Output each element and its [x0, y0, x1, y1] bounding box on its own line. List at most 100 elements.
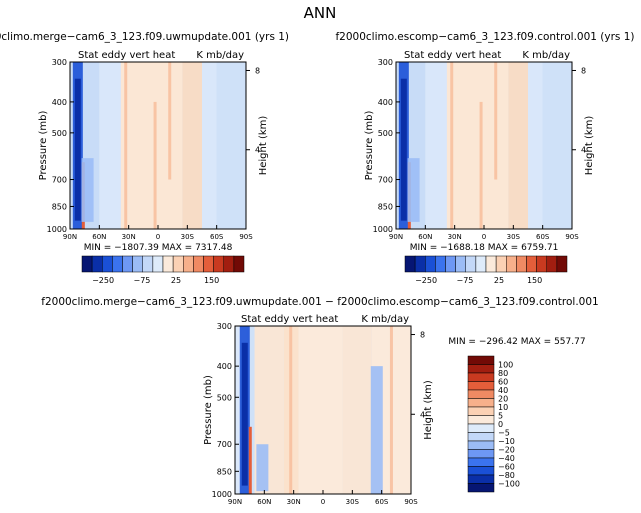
colorbar-tick-label: −10 [498, 437, 515, 446]
panel-subtitle-left: Stat eddy vert heat [78, 50, 175, 61]
y-right-tick-label: 8 [581, 66, 586, 75]
colorbar-swatch [506, 255, 517, 273]
colorbar-swatch [467, 364, 495, 374]
colorbar-swatch [467, 466, 495, 476]
y-tick-label: 500 [378, 129, 393, 138]
colorbar-swatch [414, 255, 426, 273]
field-feature [289, 326, 293, 494]
y-tick-label: 1000 [212, 490, 232, 499]
colorbar-swatch [467, 483, 495, 493]
colorbar-swatch [233, 255, 245, 273]
field-band [99, 62, 121, 229]
x-tick-label: 60S [375, 498, 389, 506]
y-tick-label: 300 [52, 58, 67, 67]
colorbar-tick-label: 25 [494, 276, 504, 285]
colorbar-swatch [81, 255, 93, 273]
colorbar-tick-label: −80 [498, 471, 515, 480]
colorbar-swatch [435, 255, 446, 273]
x-tick-label: 60N [418, 233, 432, 241]
x-tick-label: 90N [389, 233, 403, 241]
field-band [342, 326, 372, 494]
colorbar-swatch [467, 457, 495, 467]
colorbar-tick-label: −100 [498, 480, 520, 489]
colorbar-swatch [546, 255, 558, 273]
y-right-tick-label: 8 [255, 66, 260, 75]
panel-subtitle-left: Stat eddy vert heat [241, 314, 338, 325]
colorbar-swatch [516, 255, 527, 273]
colorbar-tick-label: 150 [204, 276, 219, 285]
colorbar-swatch [467, 449, 495, 459]
field-feature [370, 366, 383, 494]
colorbar-swatch [213, 255, 224, 273]
panel-2: f2000climo.escomp−cam6_3_123.f09.control… [335, 31, 634, 285]
plot-area [70, 62, 246, 229]
field-band [446, 62, 509, 229]
field-band [120, 62, 183, 229]
min-max-label: MIN = −1688.18 MAX = 6759.71 [410, 243, 559, 253]
field-feature [124, 62, 128, 229]
field-feature [494, 62, 498, 180]
colorbar-swatch [132, 255, 143, 273]
field-feature-core [74, 78, 81, 221]
colorbar-tick-label: 40 [498, 386, 508, 395]
y-right-tick-label: 4 [420, 410, 425, 419]
panel-title: f2000climo.merge−cam6_3_123.f09.uwmupdat… [41, 296, 598, 308]
field-band [528, 62, 543, 229]
y-tick-label: 300 [378, 58, 393, 67]
y-right-tick-label: 8 [420, 331, 425, 340]
y-tick-label: 1000 [373, 225, 393, 234]
colorbar-swatch [536, 255, 547, 273]
y-tick-label: 700 [217, 440, 232, 449]
colorbar-swatch [526, 255, 537, 273]
panel-subtitle-right: K mb/day [361, 314, 409, 325]
colorbar-tick-label: 60 [498, 378, 508, 387]
y-right-tick-label: 4 [581, 146, 586, 155]
x-tick-label: 60N [257, 498, 271, 506]
panel-1: f2000climo.merge−cam6_3_123.f09.uwmupdat… [0, 31, 289, 285]
y-axis-label: Pressure (mb) [364, 111, 375, 181]
colorbar-swatch [467, 474, 495, 484]
panel-3: f2000climo.merge−cam6_3_123.f09.uwmupdat… [41, 296, 598, 506]
min-max-label: MIN = −296.42 MAX = 557.77 [448, 337, 585, 347]
colorbar-swatch [465, 255, 477, 273]
field-feature [389, 326, 393, 494]
colorbar-swatch [102, 255, 113, 273]
field-band [182, 62, 202, 229]
y-tick-label: 400 [217, 362, 232, 371]
field-feature-edge [248, 426, 252, 494]
y-tick-label: 700 [378, 176, 393, 185]
field-feature [81, 158, 94, 222]
y-right-axis-label: Height (km) [584, 116, 595, 176]
x-tick-label: 60N [92, 233, 106, 241]
x-tick-label: 90N [228, 498, 242, 506]
y-tick-label: 400 [378, 98, 393, 107]
colorbar-tick-label: −75 [456, 276, 473, 285]
colorbar-tick-label: −75 [133, 276, 150, 285]
field-band [202, 62, 217, 229]
colorbar-tick-label: 100 [498, 361, 513, 370]
colorbar-swatch [556, 255, 568, 273]
x-tick-label: 30N [122, 233, 136, 241]
x-tick-label: 0 [156, 233, 160, 241]
colorbar-tick-label: −60 [498, 463, 515, 472]
colorbar-tick-label: 0 [498, 420, 503, 429]
field-band [508, 62, 528, 229]
colorbar-swatch [475, 255, 487, 273]
y-right-tick-label: 4 [255, 146, 260, 155]
colorbar-swatch [152, 255, 164, 273]
min-max-label: MIN = −1807.39 MAX = 7317.48 [84, 243, 233, 253]
x-tick-label: 90S [404, 498, 418, 506]
panels: f2000climo.merge−cam6_3_123.f09.uwmupdat… [0, 31, 635, 506]
field-band [216, 62, 246, 229]
field-band [425, 62, 447, 229]
colorbar-swatch [467, 432, 495, 442]
colorbar-swatch [467, 406, 495, 416]
colorbar-swatch [467, 423, 495, 433]
colorbar-swatch [91, 255, 103, 273]
x-tick-label: 90S [565, 233, 579, 241]
panel-subtitle-right: K mb/day [196, 50, 244, 61]
x-tick-label: 0 [482, 233, 486, 241]
field-feature [450, 62, 454, 229]
colorbar-swatch [183, 255, 194, 273]
